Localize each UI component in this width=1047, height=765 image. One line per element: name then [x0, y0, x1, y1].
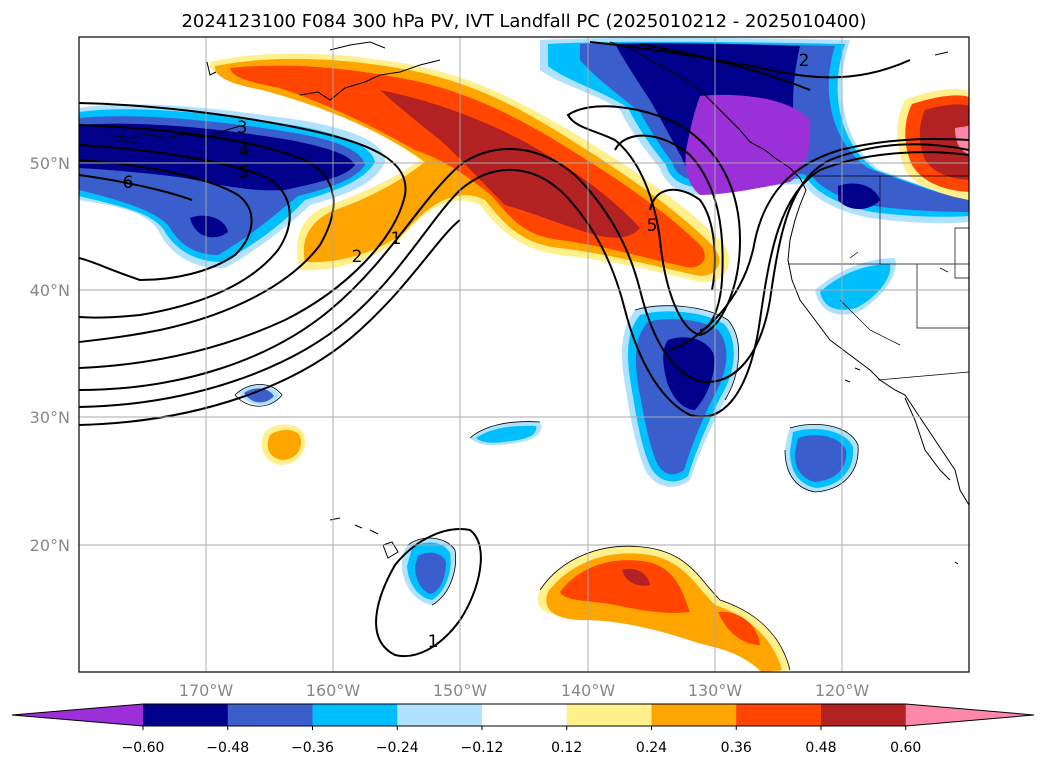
lat-tick-label: 50°N [30, 154, 70, 173]
contour-label: 3 [237, 118, 248, 138]
positive-pv-field [209, 53, 969, 672]
lon-tick-labels: 170°W 160°W 150°W 140°W 130°W 120°W [179, 681, 870, 700]
colorbar-tick-label: 0.24 [636, 740, 667, 756]
lat-tick-label: 20°N [30, 536, 70, 555]
contour-label: 2 [352, 247, 363, 267]
colorbar-extend-high [905, 704, 1034, 726]
lon-tick-label: 150°W [433, 681, 488, 700]
contour-labels: 3 4 5 6 1 2 5 2 1 [123, 51, 810, 652]
lon-tick-label: 120°W [815, 681, 870, 700]
colorbar-tick-label: −0.36 [291, 740, 334, 756]
contour-label: 1 [391, 229, 402, 249]
map-frame [78, 36, 970, 673]
ivt-contours-thin [234, 305, 859, 671]
colorbar [11, 703, 1035, 727]
colorbar-segment [227, 704, 314, 726]
colorbar-segment [821, 704, 907, 726]
colorbar-segment [651, 704, 737, 726]
colorbar-tick-label: 0.60 [890, 740, 921, 756]
colorbar-segment [736, 704, 822, 726]
lat-tick-label: 30°N [30, 408, 70, 427]
lon-tick-label: 170°W [179, 681, 234, 700]
colorbar-segment [143, 704, 229, 726]
lon-tick-label: 160°W [306, 681, 361, 700]
colorbar-tick-label: −0.12 [461, 740, 504, 756]
contour-label: 5 [647, 216, 658, 236]
contour-label: 5 [239, 163, 250, 183]
colorbar-tick-label: 0.12 [551, 740, 582, 756]
colorbar-segment [566, 704, 653, 726]
colorbar-tick-label: −0.48 [206, 740, 249, 756]
colorbar-tick-label: 0.36 [721, 740, 752, 756]
colorbar-segment [312, 704, 398, 726]
colorbar-tick-label: −0.60 [122, 740, 165, 756]
lat-tick-labels: 50°N 40°N 30°N 20°N [30, 154, 70, 555]
contour-label: 2 [799, 51, 810, 71]
ivt-contours [79, 41, 969, 657]
lon-tick-label: 130°W [688, 681, 743, 700]
colorbar-extend-low [12, 704, 143, 726]
colorbar-segment [397, 704, 483, 726]
colorbar-segment [482, 704, 568, 726]
map-fields: 3 4 5 6 1 2 5 2 1 [79, 37, 969, 672]
colorbar-tick-label: −0.24 [376, 740, 419, 756]
coastlines [109, 41, 969, 565]
gridlines [79, 37, 969, 672]
figure-title: 2024123100 F084 300 hPa PV, IVT Landfall… [181, 11, 866, 32]
contour-label: 4 [239, 141, 250, 161]
lon-tick-label: 140°W [561, 681, 616, 700]
contour-label: 1 [428, 632, 439, 652]
colorbar-tick-labels: −0.60 −0.48 −0.36 −0.24 −0.12 0.12 0.24 0.36 0.4… [122, 726, 921, 756]
political-borders [788, 175, 969, 381]
negative-pv-field [79, 37, 969, 605]
colorbar-tick-label: 0.48 [805, 740, 836, 756]
contour-label: 6 [123, 173, 134, 193]
lat-tick-label: 40°N [30, 281, 70, 300]
